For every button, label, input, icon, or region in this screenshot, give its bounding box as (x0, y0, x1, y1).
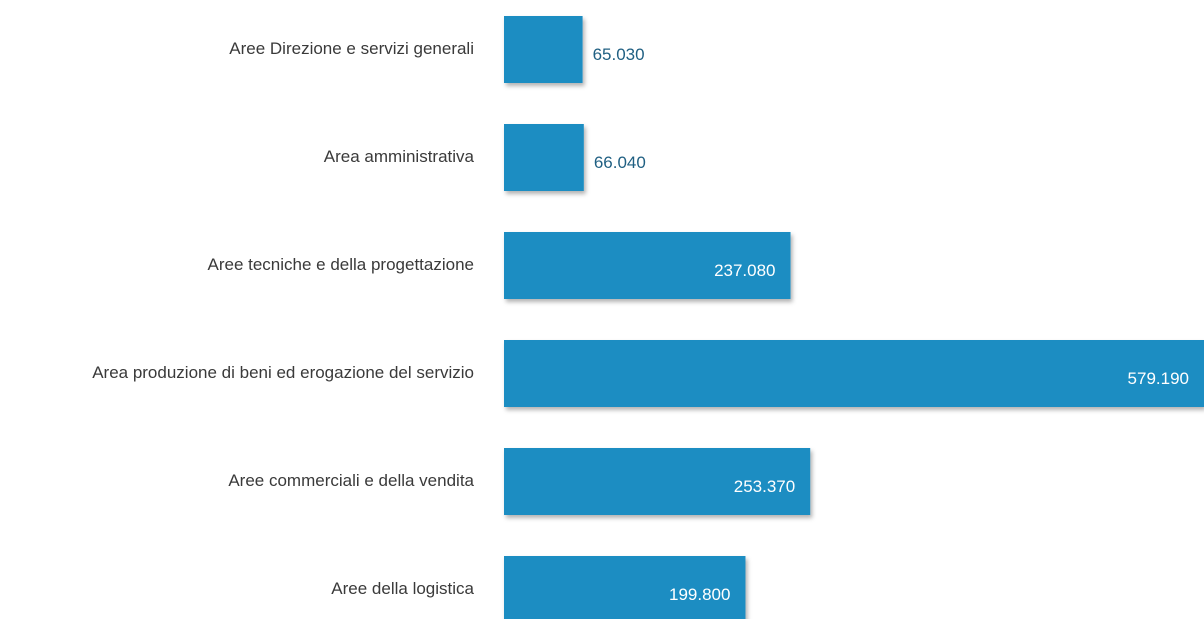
value-label: 199.800 (669, 585, 730, 604)
bar (504, 124, 584, 191)
value-label: 66.040 (594, 153, 646, 172)
value-label: 65.030 (593, 45, 645, 64)
bar (504, 232, 791, 299)
bar (504, 556, 746, 619)
category-label: Aree della logistica (331, 579, 474, 598)
category-label: Aree tecniche e della progettazione (207, 255, 474, 274)
value-label: 253.370 (734, 477, 795, 496)
category-label: Aree commerciali e della vendita (228, 471, 474, 490)
bar (504, 16, 583, 83)
category-label: Aree Direzione e servizi generali (229, 39, 474, 58)
bar (504, 340, 1204, 407)
category-label: Area produzione di beni ed erogazione de… (92, 363, 474, 382)
bar (504, 448, 811, 515)
category-label: Area amministrativa (324, 147, 475, 166)
value-label: 579.190 (1128, 369, 1189, 388)
value-label: 237.080 (714, 261, 775, 280)
